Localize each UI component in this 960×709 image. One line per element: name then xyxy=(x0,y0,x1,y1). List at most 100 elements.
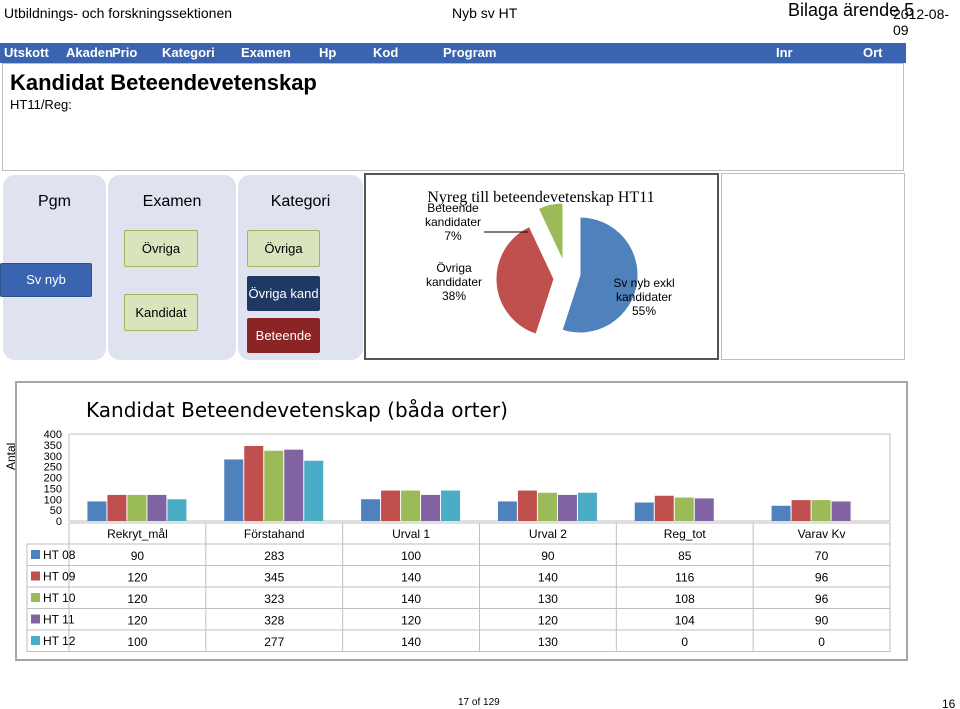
title-panel xyxy=(2,63,904,171)
series-name: HT 08 xyxy=(43,548,76,562)
nav-inr[interactable]: Inr xyxy=(776,45,793,60)
nav-program[interactable]: Program xyxy=(443,45,497,60)
nav-examen[interactable]: Examen xyxy=(241,45,291,60)
bar xyxy=(421,494,441,521)
pie-slice-label: Sv nyb exkl xyxy=(613,276,674,290)
table-cell: 345 xyxy=(264,571,284,585)
pie-slice xyxy=(537,202,564,262)
examen-ovriga-button[interactable]: Övriga xyxy=(124,230,198,267)
nav-utskott[interactable]: Utskott xyxy=(4,45,49,60)
nav-kod[interactable]: Kod xyxy=(373,45,399,60)
bar xyxy=(517,490,537,521)
page-title: Kandidat Beteendevetenskap xyxy=(10,70,317,95)
kategori-ovriga-button[interactable]: Övriga xyxy=(247,230,320,267)
nav-ort[interactable]: Ort xyxy=(863,45,883,60)
table-cell: 90 xyxy=(541,549,555,563)
y-tick-label: 400 xyxy=(44,429,62,441)
bar xyxy=(127,494,147,521)
table-cell: 96 xyxy=(815,592,829,606)
bar xyxy=(811,500,831,521)
legend-swatch xyxy=(31,571,40,581)
table-cell: 108 xyxy=(675,592,695,606)
table-row xyxy=(26,629,891,652)
examen-kandidat-button[interactable]: Kandidat xyxy=(124,294,198,331)
y-tick-label: 350 xyxy=(44,440,62,452)
table-cell: 120 xyxy=(127,592,147,606)
kategori-beteende-button[interactable]: Beteende xyxy=(247,318,320,353)
category-label: Urval 1 xyxy=(392,527,430,541)
section-name: Utbildnings- och forskningssektionen xyxy=(4,5,233,21)
y-tick-label: 150 xyxy=(44,483,62,495)
pie-chart-panel: Nyreg till beteendevetenskap HT11 Sv nyb… xyxy=(364,173,719,360)
bar xyxy=(284,449,304,521)
table-cell: 328 xyxy=(264,614,284,628)
table-cell: 90 xyxy=(815,614,829,628)
bar xyxy=(147,494,167,521)
table-row xyxy=(26,586,891,609)
series-name: HT 10 xyxy=(43,591,76,605)
report-date: 2012-08-09 xyxy=(893,6,950,38)
table-cell: 140 xyxy=(401,635,421,649)
nav-hp[interactable]: Hp xyxy=(319,45,337,60)
table-cell: 140 xyxy=(538,571,558,585)
y-tick-label: 100 xyxy=(44,494,62,506)
bar xyxy=(167,499,187,521)
nav-akademi[interactable]: Akaden xyxy=(66,45,113,60)
table-cell: 130 xyxy=(538,592,558,606)
pie-slice-label: kandidater xyxy=(616,290,672,304)
pgm-sv-nyb-button[interactable]: Sv nyb xyxy=(0,263,92,297)
bar xyxy=(771,505,791,521)
table-cell: 0 xyxy=(818,635,825,649)
series-name: HT 12 xyxy=(43,634,76,648)
pie-slice-label: 38% xyxy=(442,289,466,303)
table-row xyxy=(26,608,891,631)
side-panel xyxy=(721,173,905,360)
bar xyxy=(264,450,284,521)
nav-prio[interactable]: Prio xyxy=(112,45,138,60)
filter-bar: Utskott Akaden Prio Kategori Examen Hp K… xyxy=(0,43,906,63)
legend-swatch xyxy=(31,636,40,645)
table-row xyxy=(26,543,891,566)
bar xyxy=(654,495,674,521)
legend-swatch xyxy=(31,593,40,602)
legend-swatch xyxy=(31,550,40,559)
table-row xyxy=(26,565,891,588)
pie-slice-label: 7% xyxy=(444,229,462,243)
table-cell: 85 xyxy=(678,549,692,563)
y-tick-label: 250 xyxy=(44,462,62,474)
report-name: Nyb sv HT xyxy=(452,5,518,21)
pie-slice-label: 55% xyxy=(632,304,656,318)
series-name: HT 11 xyxy=(43,613,75,627)
table-cell: 0 xyxy=(681,635,688,649)
page-number: 16 xyxy=(942,697,956,709)
bar xyxy=(441,490,461,521)
kategori-ovriga-kand-button[interactable]: Övriga kand xyxy=(247,276,320,311)
table-cell: 90 xyxy=(131,549,145,563)
table-cell: 130 xyxy=(538,635,558,649)
table-cell: 120 xyxy=(401,614,421,628)
nav-kategori[interactable]: Kategori xyxy=(162,45,215,60)
category-label: Varav Kv xyxy=(798,527,846,541)
category-label: Urval 2 xyxy=(529,527,567,541)
bar xyxy=(791,500,811,521)
category-label: Förstahand xyxy=(244,527,305,541)
bar xyxy=(224,459,244,521)
table-cell: 140 xyxy=(401,571,421,585)
plot-area xyxy=(68,433,891,522)
y-tick-label: 50 xyxy=(50,505,62,517)
bar xyxy=(107,494,127,521)
y-tick-label: 0 xyxy=(56,516,62,528)
pie-slice-label: Övriga xyxy=(436,261,472,275)
kategori-header: Kategori xyxy=(270,193,331,210)
pie-title: Nyreg till beteendevetenskap HT11 xyxy=(427,189,654,206)
table-cell: 120 xyxy=(127,614,147,628)
bar xyxy=(244,445,264,521)
pie-chart: Nyreg till beteendevetenskap HT11 Sv nyb… xyxy=(425,189,675,335)
bar xyxy=(361,499,381,521)
bar xyxy=(87,501,107,521)
pgm-header: Pgm xyxy=(38,193,71,210)
bar xyxy=(577,492,597,521)
bar xyxy=(674,497,694,521)
bar xyxy=(401,490,421,521)
